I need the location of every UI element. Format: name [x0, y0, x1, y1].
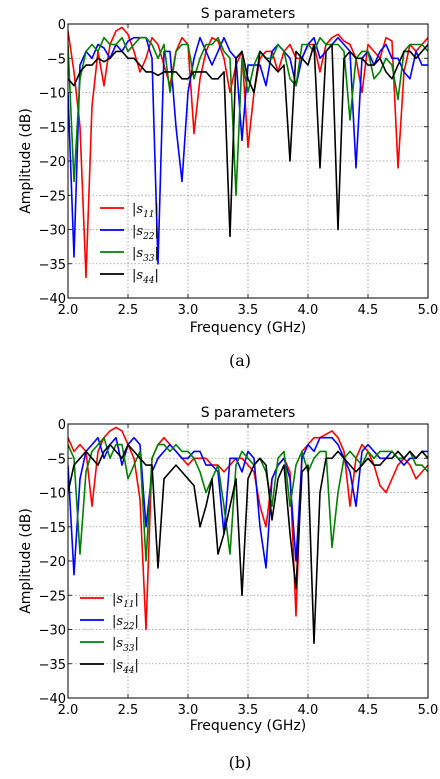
y-tick-label: 0 [58, 18, 66, 33]
chart-panel-b: 2.0 2.5 3.0 3.5 4.0 4.5 5.0 0 −5 −10 −15 −20 −25 −30 −… [18, 405, 438, 772]
x-axis-label: Frequency (GHz) [190, 320, 306, 336]
legend-label: |s33| [132, 246, 159, 264]
y-axis-label: Amplitude (dB) [18, 508, 34, 614]
legend-label: |s33| [112, 636, 139, 654]
x-tick-label: 3.5 [238, 703, 259, 718]
legend-label: |s22| [112, 614, 139, 632]
y-tick-label: −30 [39, 624, 66, 639]
x-tick-label: 2.5 [118, 303, 139, 318]
x-tick-label: 3.0 [178, 303, 199, 318]
y-tick-label: −35 [39, 258, 66, 273]
figure-caption: (b) [229, 753, 252, 772]
y-tick-label: −5 [47, 52, 66, 67]
legend-label: |s11| [112, 592, 139, 610]
x-tick-label: 2.5 [118, 703, 139, 718]
legend-label: |s44| [112, 658, 139, 676]
x-tick-label: 3.0 [178, 703, 199, 718]
x-tick-label: 2.0 [58, 703, 79, 718]
series-line [68, 36, 428, 197]
chart-title: S parameters [201, 405, 296, 421]
x-axis-label: Frequency (GHz) [190, 718, 306, 734]
legend-label: |s11| [132, 202, 159, 220]
y-tick-label: −20 [39, 155, 66, 170]
series-line [68, 26, 428, 279]
chart-title: S parameters [201, 6, 296, 22]
x-tick-label: 2.0 [58, 303, 79, 318]
y-tick-label: −10 [39, 87, 66, 102]
x-tick-label: 5.0 [418, 303, 439, 318]
y-tick-label: −40 [39, 692, 66, 707]
y-tick-label: −35 [39, 658, 66, 673]
series-line [68, 436, 428, 562]
chart-panel-a: 2.0 2.5 3.0 3.5 4.0 4.5 5.0 0 −5 −10 −15 −20 −25 −30 −… [18, 6, 438, 370]
series-line [68, 43, 428, 238]
y-tick-label: −15 [39, 121, 66, 136]
series-group [68, 426, 428, 644]
plot-frame [67, 423, 429, 699]
y-tick-label: −20 [39, 555, 66, 570]
y-tick-label: −25 [39, 189, 66, 204]
y-tick-label: 0 [58, 418, 66, 433]
y-tick-label: −40 [39, 292, 66, 307]
y-tick-label: −15 [39, 521, 66, 536]
x-tick-label: 4.0 [298, 303, 319, 318]
legend-label: |s22| [132, 224, 159, 242]
y-axis-label: Amplitude (dB) [18, 108, 34, 214]
y-tick-label: −10 [39, 487, 66, 502]
legend-label: |s44| [132, 268, 159, 286]
series-line [68, 443, 428, 644]
y-tick-label: −25 [39, 589, 66, 604]
x-tick-label: 3.5 [238, 303, 259, 318]
series-group [68, 26, 428, 279]
x-tick-label: 5.0 [418, 703, 439, 718]
plot-frame [67, 23, 429, 299]
y-tick-label: −5 [47, 452, 66, 467]
x-tick-label: 4.0 [298, 703, 319, 718]
x-tick-label: 4.5 [358, 303, 379, 318]
x-tick-label: 4.5 [358, 703, 379, 718]
y-tick-label: −30 [39, 224, 66, 239]
figure-caption: (a) [229, 351, 251, 370]
